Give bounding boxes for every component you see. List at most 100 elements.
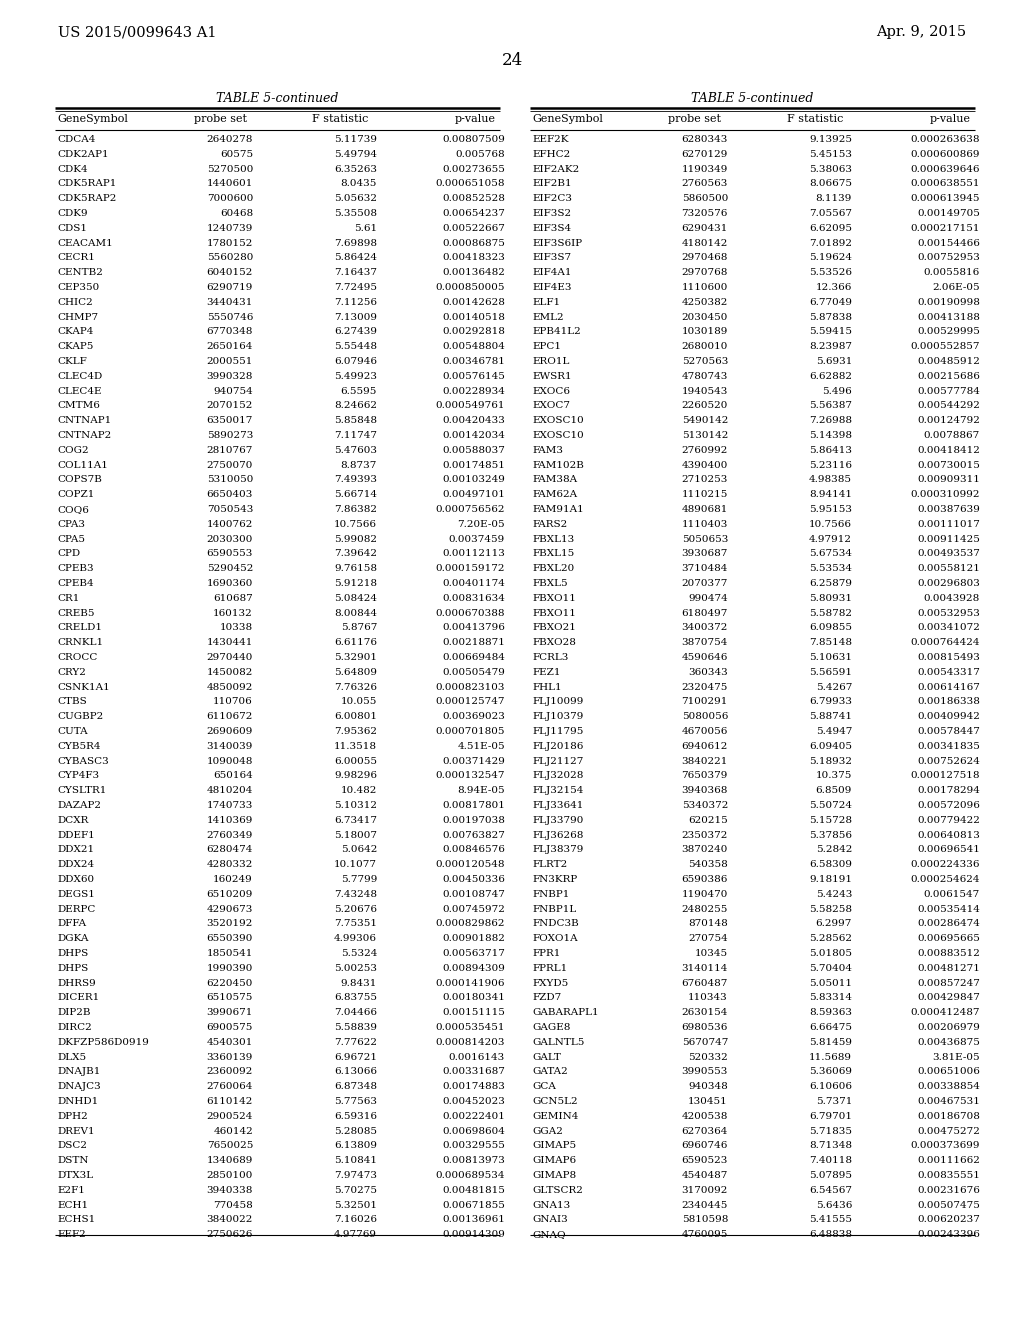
Text: 0.00654237: 0.00654237	[442, 209, 505, 218]
Text: DAZAP2: DAZAP2	[57, 801, 101, 810]
Text: 5.56387: 5.56387	[809, 401, 852, 411]
Text: 940754: 940754	[213, 387, 253, 396]
Text: 7050543: 7050543	[207, 506, 253, 513]
Text: 0.00620237: 0.00620237	[918, 1216, 980, 1225]
Text: 0.00535414: 0.00535414	[918, 904, 980, 913]
Text: 7.11256: 7.11256	[334, 298, 377, 306]
Text: 6.96721: 6.96721	[334, 1052, 377, 1061]
Text: 7.01892: 7.01892	[809, 239, 852, 248]
Text: 9.18191: 9.18191	[809, 875, 852, 884]
Text: 5.80931: 5.80931	[809, 594, 852, 603]
Text: GLTSCR2: GLTSCR2	[532, 1185, 583, 1195]
Text: 0.00413796: 0.00413796	[442, 623, 505, 632]
Text: 2970440: 2970440	[207, 653, 253, 663]
Text: DHRS9: DHRS9	[57, 978, 96, 987]
Text: 5.01805: 5.01805	[809, 949, 852, 958]
Text: 10.1077: 10.1077	[334, 861, 377, 869]
Text: GCN5L2: GCN5L2	[532, 1097, 578, 1106]
Text: 160249: 160249	[213, 875, 253, 884]
Text: DGKA: DGKA	[57, 935, 88, 944]
Text: CYSLTR1: CYSLTR1	[57, 787, 106, 795]
Text: CECR1: CECR1	[57, 253, 95, 263]
Text: 3930687: 3930687	[682, 549, 728, 558]
Text: 6650403: 6650403	[207, 490, 253, 499]
Text: 11.5689: 11.5689	[809, 1052, 852, 1061]
Text: FBXL20: FBXL20	[532, 564, 574, 573]
Text: DPH2: DPH2	[57, 1111, 88, 1121]
Text: 0.00450336: 0.00450336	[442, 875, 505, 884]
Text: 2640278: 2640278	[207, 135, 253, 144]
Text: 5.91218: 5.91218	[334, 579, 377, 587]
Text: 60575: 60575	[220, 149, 253, 158]
Text: 360343: 360343	[688, 668, 728, 677]
Text: 0.00142034: 0.00142034	[442, 432, 505, 440]
Text: CYBASC3: CYBASC3	[57, 756, 109, 766]
Text: 3440431: 3440431	[207, 298, 253, 306]
Text: 5.20676: 5.20676	[334, 904, 377, 913]
Text: 6550390: 6550390	[207, 935, 253, 944]
Text: 5.45153: 5.45153	[809, 149, 852, 158]
Text: 0.000689534: 0.000689534	[435, 1171, 505, 1180]
Text: 0.000141906: 0.000141906	[435, 978, 505, 987]
Text: FBXL5: FBXL5	[532, 579, 567, 587]
Text: FNDC3B: FNDC3B	[532, 920, 579, 928]
Text: 2760349: 2760349	[207, 830, 253, 840]
Text: EML2: EML2	[532, 313, 563, 322]
Text: 5.77563: 5.77563	[334, 1097, 377, 1106]
Text: 5.81459: 5.81459	[809, 1038, 852, 1047]
Text: 3940368: 3940368	[682, 787, 728, 795]
Text: 0.00346781: 0.00346781	[442, 356, 505, 366]
Text: 11.3518: 11.3518	[334, 742, 377, 751]
Text: CEP350: CEP350	[57, 282, 99, 292]
Text: DHPS: DHPS	[57, 964, 88, 973]
Text: 0.00149705: 0.00149705	[918, 209, 980, 218]
Text: 5490142: 5490142	[682, 416, 728, 425]
Text: FLJ33641: FLJ33641	[532, 801, 584, 810]
Text: 6940612: 6940612	[682, 742, 728, 751]
Text: 620215: 620215	[688, 816, 728, 825]
Text: 130451: 130451	[688, 1097, 728, 1106]
Text: 0.00563717: 0.00563717	[442, 949, 505, 958]
Text: 4250382: 4250382	[682, 298, 728, 306]
Text: 5.86413: 5.86413	[809, 446, 852, 455]
Text: 0.00475272: 0.00475272	[918, 1126, 980, 1135]
Text: FZD7: FZD7	[532, 994, 561, 1002]
Text: DLX5: DLX5	[57, 1052, 86, 1061]
Text: 6.07946: 6.07946	[334, 356, 377, 366]
Text: 0.00544292: 0.00544292	[918, 401, 980, 411]
Text: 0.00558121: 0.00558121	[918, 564, 980, 573]
Text: 6350017: 6350017	[207, 416, 253, 425]
Text: 1850541: 1850541	[207, 949, 253, 958]
Text: probe set: probe set	[194, 114, 247, 124]
Text: 6.66475: 6.66475	[809, 1023, 852, 1032]
Text: 6.77049: 6.77049	[809, 298, 852, 306]
Text: 2350372: 2350372	[682, 830, 728, 840]
Text: FLJ11795: FLJ11795	[532, 727, 584, 737]
Text: CDK5RAP2: CDK5RAP2	[57, 194, 117, 203]
Text: 8.59363: 8.59363	[809, 1008, 852, 1018]
Text: 8.94141: 8.94141	[809, 490, 852, 499]
Text: CUTA: CUTA	[57, 727, 88, 737]
Text: 7.77622: 7.77622	[334, 1038, 377, 1047]
Text: FAM102B: FAM102B	[532, 461, 584, 470]
Text: CEACAM1: CEACAM1	[57, 239, 113, 248]
Text: 0.00532953: 0.00532953	[918, 609, 980, 618]
Text: 4540301: 4540301	[207, 1038, 253, 1047]
Text: 0.00452023: 0.00452023	[442, 1097, 505, 1106]
Text: 0.000701805: 0.000701805	[435, 727, 505, 737]
Text: 4810204: 4810204	[207, 787, 253, 795]
Text: 1690360: 1690360	[207, 579, 253, 587]
Text: 5860500: 5860500	[682, 194, 728, 203]
Text: 2710253: 2710253	[682, 475, 728, 484]
Text: 0.00730015: 0.00730015	[918, 461, 980, 470]
Text: GALT: GALT	[532, 1052, 561, 1061]
Text: FPRL1: FPRL1	[532, 964, 567, 973]
Text: 0.00436875: 0.00436875	[918, 1038, 980, 1047]
Text: 5.64809: 5.64809	[334, 668, 377, 677]
Text: 0.000120548: 0.000120548	[435, 861, 505, 869]
Text: 0.0043928: 0.0043928	[924, 594, 980, 603]
Text: 2690609: 2690609	[207, 727, 253, 737]
Text: 2970468: 2970468	[682, 253, 728, 263]
Text: 0.00174851: 0.00174851	[442, 461, 505, 470]
Text: 4780743: 4780743	[682, 372, 728, 380]
